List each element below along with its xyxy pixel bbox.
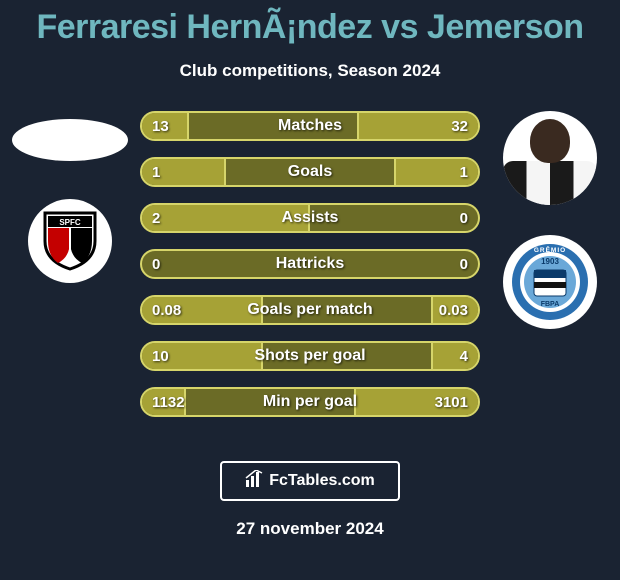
svg-text:1903: 1903 xyxy=(541,257,559,266)
brand-badge: FcTables.com xyxy=(220,461,400,501)
svg-text:GRÊMIO: GRÊMIO xyxy=(534,245,566,254)
stat-row: 0.080.03Goals per match xyxy=(140,295,480,325)
svg-text:SPFC: SPFC xyxy=(59,218,81,227)
subtitle: Club competitions, Season 2024 xyxy=(0,61,620,81)
chart-icon xyxy=(245,470,265,493)
gremio-badge-icon: 1903 FBPA GRÊMIO xyxy=(510,242,590,322)
stat-row: 11Goals xyxy=(140,157,480,187)
club-badge-spfc: SPFC xyxy=(28,199,112,283)
stat-bars: 1332Matches 11Goals 20Assists 00Hattricks 0.… xyxy=(140,111,480,433)
player-photo-right xyxy=(503,111,597,205)
right-player-column: 1903 FBPA GRÊMIO xyxy=(490,111,610,329)
stat-row: 20Assists xyxy=(140,203,480,233)
footer-date: 27 november 2024 xyxy=(0,519,620,539)
stat-metric-label: Shots per goal xyxy=(142,343,478,369)
stat-metric-label: Matches xyxy=(142,113,478,139)
stat-row: 1332Matches xyxy=(140,111,480,141)
comparison-panel: SPFC 1903 FBPA G xyxy=(0,111,620,441)
stat-metric-label: Goals xyxy=(142,159,478,185)
player-photo-left xyxy=(12,119,128,161)
brand-text: FcTables.com xyxy=(269,472,375,490)
left-player-column: SPFC xyxy=(10,111,130,283)
stat-metric-label: Assists xyxy=(142,205,478,231)
stat-metric-label: Hattricks xyxy=(142,251,478,277)
svg-text:FBPA: FBPA xyxy=(541,301,560,308)
stat-row: 11323101Min per goal xyxy=(140,387,480,417)
stat-metric-label: Goals per match xyxy=(142,297,478,323)
stat-metric-label: Min per goal xyxy=(142,389,478,415)
stat-row: 104Shots per goal xyxy=(140,341,480,371)
page-title: Ferraresi HernÃ¡ndez vs Jemerson xyxy=(0,0,620,47)
stat-row: 00Hattricks xyxy=(140,249,480,279)
spfc-shield-icon: SPFC xyxy=(43,211,97,271)
club-badge-gremio: 1903 FBPA GRÊMIO xyxy=(503,235,597,329)
